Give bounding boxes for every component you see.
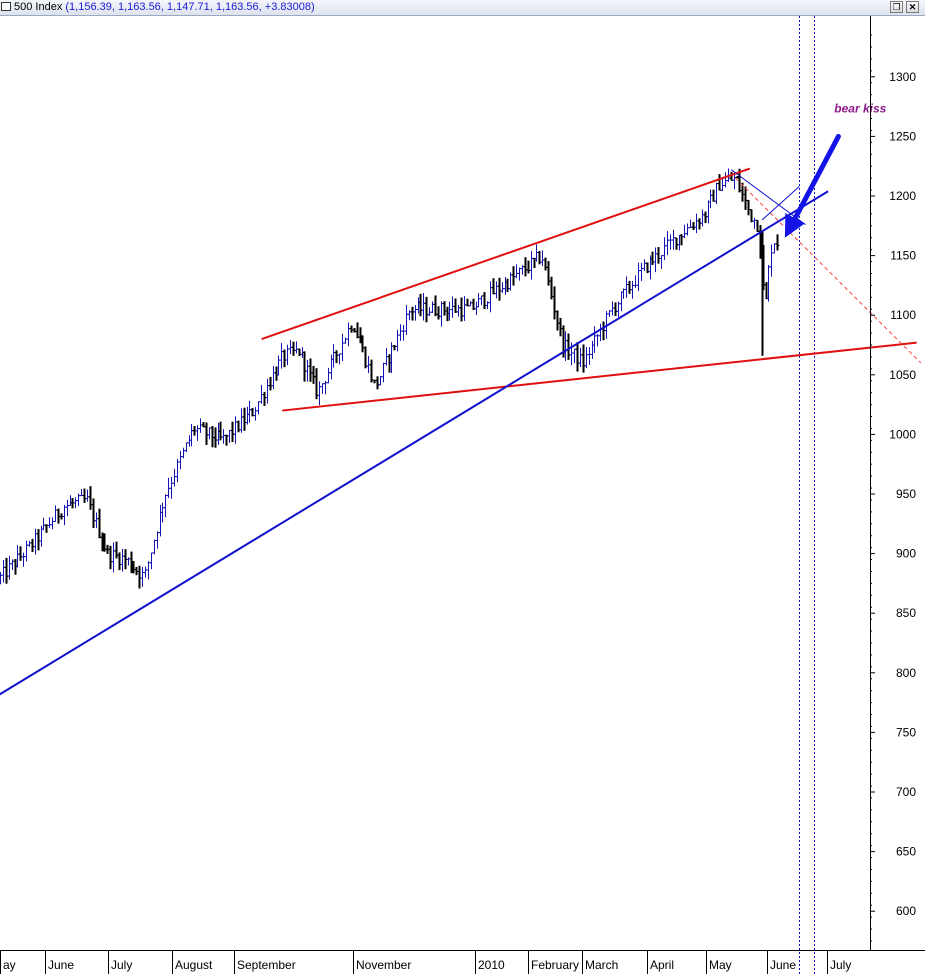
y-tick-label: 1000 <box>889 427 916 441</box>
bear-kiss-label: bear kiss <box>834 102 886 116</box>
y-tick-label: 600 <box>896 904 916 918</box>
x-tick-label: July <box>830 958 851 972</box>
document-icon <box>1 2 11 11</box>
ohlc-values: (1,156.39, 1,163.56, 1,147.71, 1,163.56,… <box>65 1 315 13</box>
x-tick-label: August <box>175 958 213 972</box>
trendline-4 <box>731 169 806 226</box>
x-tick-label: April <box>650 958 674 972</box>
y-tick-label: 950 <box>896 487 916 501</box>
x-tick-label: June <box>770 958 796 972</box>
callout-arrowhead <box>784 213 805 238</box>
chart-background <box>0 16 925 974</box>
restore-window-button[interactable]: ❐ <box>890 1 903 13</box>
x-tick-label: September <box>237 958 296 972</box>
y-tick-label: 1050 <box>889 368 916 382</box>
callout-arrow <box>792 133 841 221</box>
x-tick-label: March <box>585 958 618 972</box>
close-window-button[interactable]: ✕ <box>906 1 919 13</box>
y-tick-label: 850 <box>896 606 916 620</box>
close-icon: ✕ <box>908 2 917 12</box>
y-tick-label: 1200 <box>889 189 916 203</box>
y-tick-label: 800 <box>896 666 916 680</box>
price-series <box>0 168 780 589</box>
x-tick-label: June <box>48 958 74 972</box>
y-tick-label: 1300 <box>889 70 916 84</box>
trendline-5 <box>761 186 800 221</box>
axes: 600 650 700 750 800 850 900 950 1000 1050 1100 1150… <box>0 16 925 974</box>
x-tick-label: July <box>111 958 132 972</box>
x-tick-label: May <box>709 958 732 972</box>
window-title: 500 Index (1,156.39, 1,163.56, 1,147.71,… <box>14 1 315 13</box>
y-tick-label: 750 <box>896 725 916 739</box>
y-tick-label: 900 <box>896 547 916 561</box>
y-tick-label: 1100 <box>890 308 916 322</box>
trendline-2 <box>0 190 829 696</box>
restore-icon: ❐ <box>892 2 901 12</box>
window-titlebar: 500 Index (1,156.39, 1,163.56, 1,147.71,… <box>0 0 925 16</box>
price-chart: bear kiss 600 650 700 750 800 850 900 950 1000 10… <box>0 16 925 974</box>
x-tick-label: 2010 <box>478 958 505 972</box>
trendline-0 <box>261 167 751 340</box>
trendline-1 <box>282 341 917 412</box>
y-tick-label: 700 <box>896 785 916 799</box>
x-tick-label: February <box>531 958 579 972</box>
annotation-layer-above: bear kiss <box>0 102 922 696</box>
trendline-3 <box>735 177 922 364</box>
x-tick-label: ay <box>3 958 16 972</box>
y-tick-label: 1250 <box>889 129 916 143</box>
y-tick-label: 1150 <box>890 249 916 263</box>
x-tick-label: November <box>356 958 411 972</box>
index-name: 500 Index <box>14 1 63 13</box>
y-tick-label: 650 <box>896 845 916 859</box>
